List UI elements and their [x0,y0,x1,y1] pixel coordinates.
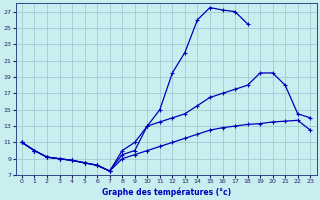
X-axis label: Graphe des températures (°c): Graphe des températures (°c) [101,187,231,197]
